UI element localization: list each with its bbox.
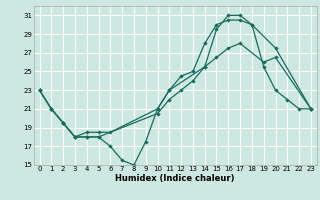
X-axis label: Humidex (Indice chaleur): Humidex (Indice chaleur) [116,174,235,183]
